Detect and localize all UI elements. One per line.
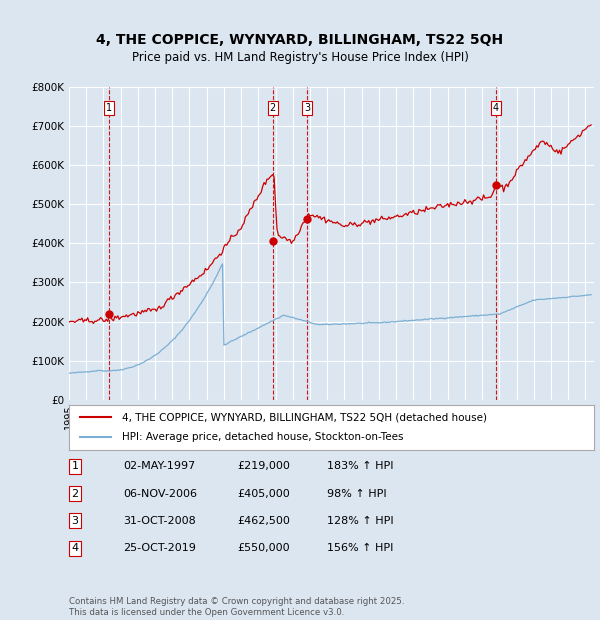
Text: 4: 4 — [493, 104, 499, 113]
Text: 1: 1 — [71, 461, 79, 471]
Text: 31-OCT-2008: 31-OCT-2008 — [123, 516, 196, 526]
Text: 98% ↑ HPI: 98% ↑ HPI — [327, 489, 386, 498]
Text: 02-MAY-1997: 02-MAY-1997 — [123, 461, 195, 471]
Text: £405,000: £405,000 — [237, 489, 290, 498]
Text: 4, THE COPPICE, WYNYARD, BILLINGHAM, TS22 5QH (detached house): 4, THE COPPICE, WYNYARD, BILLINGHAM, TS2… — [121, 412, 487, 422]
Text: 3: 3 — [304, 104, 310, 113]
Text: 183% ↑ HPI: 183% ↑ HPI — [327, 461, 394, 471]
Text: 1: 1 — [106, 104, 112, 113]
Text: 156% ↑ HPI: 156% ↑ HPI — [327, 543, 394, 553]
Text: HPI: Average price, detached house, Stockton-on-Tees: HPI: Average price, detached house, Stoc… — [121, 432, 403, 442]
Text: 3: 3 — [71, 516, 79, 526]
Text: £550,000: £550,000 — [237, 543, 290, 553]
Text: 4, THE COPPICE, WYNYARD, BILLINGHAM, TS22 5QH: 4, THE COPPICE, WYNYARD, BILLINGHAM, TS2… — [97, 33, 503, 47]
Text: 25-OCT-2019: 25-OCT-2019 — [123, 543, 196, 553]
Text: 128% ↑ HPI: 128% ↑ HPI — [327, 516, 394, 526]
Text: Price paid vs. HM Land Registry's House Price Index (HPI): Price paid vs. HM Land Registry's House … — [131, 51, 469, 63]
Text: 4: 4 — [71, 543, 79, 553]
Text: £462,500: £462,500 — [237, 516, 290, 526]
Text: 2: 2 — [269, 104, 276, 113]
Text: Contains HM Land Registry data © Crown copyright and database right 2025.
This d: Contains HM Land Registry data © Crown c… — [69, 598, 404, 617]
Text: £219,000: £219,000 — [237, 461, 290, 471]
Text: 06-NOV-2006: 06-NOV-2006 — [123, 489, 197, 498]
Text: 2: 2 — [71, 489, 79, 498]
